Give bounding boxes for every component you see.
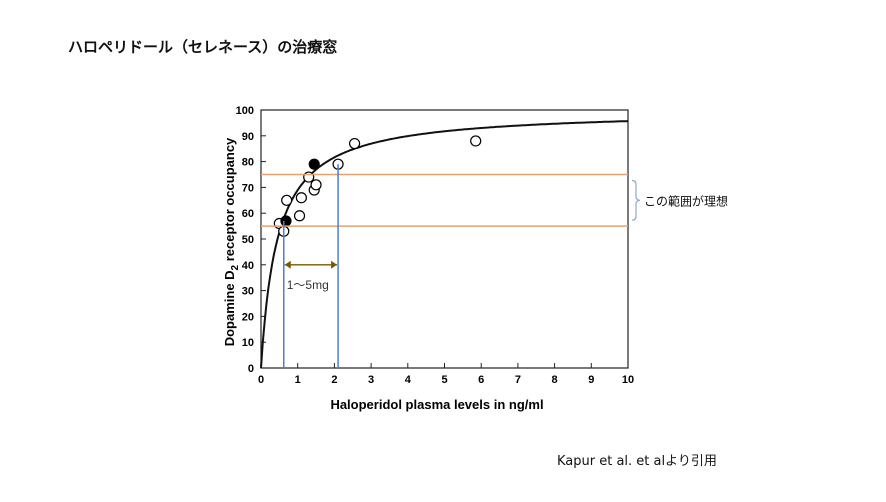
y-tick-label: 100 bbox=[236, 105, 254, 117]
x-tick-label: 7 bbox=[515, 374, 521, 386]
therapeutic-window-label: この範囲が理想 bbox=[644, 193, 728, 208]
citation: Kapur et al. et alより引用 bbox=[557, 454, 717, 469]
y-tick-label: 50 bbox=[242, 234, 254, 246]
window-bracket bbox=[631, 179, 641, 221]
data-point-open bbox=[281, 194, 293, 206]
y-tick-label: 60 bbox=[242, 208, 254, 220]
x-tick-label: 1 bbox=[295, 374, 301, 386]
y-tick-label: 20 bbox=[242, 311, 254, 323]
data-point-open bbox=[295, 192, 307, 204]
plot-frame bbox=[260, 109, 629, 369]
y-tick-label: 90 bbox=[242, 131, 254, 143]
dose-range-label: 1～5mg bbox=[287, 278, 329, 292]
fit-curve-group bbox=[260, 120, 629, 369]
y-tick-label: 40 bbox=[242, 260, 254, 272]
data-point-open bbox=[303, 171, 315, 183]
data-point-open bbox=[293, 210, 306, 222]
axes-group: 0 10 20 30 40 50 60 70 80 90 100 0 1 2 3 4 5 6 7 8 9 10 bbox=[236, 105, 634, 386]
data-point-open bbox=[310, 179, 322, 191]
data-point-open bbox=[470, 135, 482, 147]
x-tick-label: 9 bbox=[588, 374, 594, 386]
x-tick-label: 6 bbox=[478, 374, 484, 386]
x-tick-label: 2 bbox=[331, 374, 337, 386]
x-tick-label: 0 bbox=[258, 374, 264, 386]
x-tick-label: 10 bbox=[622, 374, 634, 386]
slide-title: ハロペリドール（セレネース）の治療窓 bbox=[68, 38, 338, 56]
fit-curve bbox=[260, 120, 629, 369]
x-tick-label: 4 bbox=[405, 374, 412, 386]
data-point-filled bbox=[308, 158, 320, 170]
y-axis-label: Dopamine D2 receptor occupancy bbox=[222, 137, 241, 346]
annotation-group: 1～5mg この範囲が理想 bbox=[261, 164, 728, 368]
x-tick-label: 3 bbox=[368, 374, 374, 386]
x-axis-label: Haloperidol plasma levels in ng/ml bbox=[330, 397, 543, 412]
data-point-open bbox=[348, 137, 361, 150]
y-tick-label: 80 bbox=[242, 157, 254, 169]
range-arrow-head-right bbox=[331, 260, 338, 269]
range-arrow-head-left bbox=[284, 260, 291, 269]
data-points-group bbox=[273, 135, 482, 237]
y-tick-label: 30 bbox=[242, 286, 254, 298]
x-tick-label: 5 bbox=[441, 374, 447, 386]
x-tick-label: 8 bbox=[552, 374, 558, 386]
y-tick-label: 10 bbox=[242, 337, 254, 349]
y-tick-label: 0 bbox=[248, 363, 254, 375]
data-point-filled bbox=[280, 215, 292, 227]
y-tick-label: 70 bbox=[242, 182, 254, 194]
